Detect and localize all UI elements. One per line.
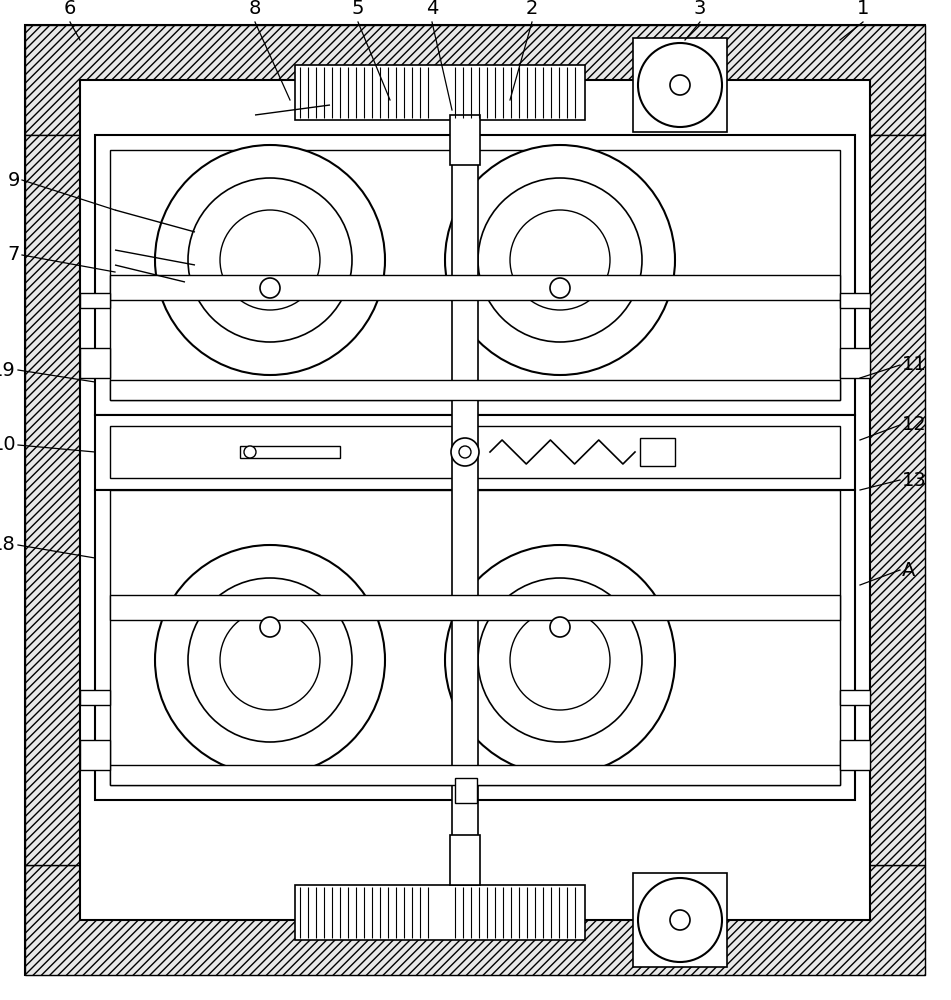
Text: 6: 6 bbox=[64, 0, 76, 18]
Bar bbox=[110, 380, 840, 400]
Text: 12: 12 bbox=[902, 416, 927, 434]
Bar bbox=[455, 778, 477, 803]
Bar bbox=[25, 135, 105, 865]
Circle shape bbox=[510, 610, 610, 710]
Bar bbox=[840, 293, 870, 308]
Circle shape bbox=[478, 578, 642, 742]
Bar bbox=[240, 446, 340, 458]
Bar bbox=[295, 885, 585, 940]
Text: 2: 2 bbox=[526, 0, 538, 18]
Circle shape bbox=[638, 878, 722, 962]
Circle shape bbox=[459, 446, 471, 458]
Bar bbox=[110, 595, 840, 620]
Bar bbox=[80, 348, 110, 378]
Bar bbox=[80, 740, 110, 770]
Circle shape bbox=[510, 210, 610, 310]
Circle shape bbox=[260, 617, 280, 637]
Circle shape bbox=[451, 438, 479, 466]
Text: 3: 3 bbox=[694, 0, 707, 18]
Bar bbox=[80, 690, 110, 705]
Circle shape bbox=[550, 617, 570, 637]
Bar bbox=[95, 135, 855, 415]
Circle shape bbox=[155, 145, 385, 375]
Text: 13: 13 bbox=[902, 471, 927, 489]
Bar bbox=[25, 865, 925, 975]
Bar bbox=[80, 293, 110, 308]
Bar bbox=[633, 873, 727, 967]
Bar bbox=[633, 38, 727, 132]
Bar bbox=[110, 275, 840, 300]
Text: 10: 10 bbox=[0, 436, 16, 454]
Circle shape bbox=[188, 178, 352, 342]
Bar bbox=[840, 690, 870, 705]
Text: 19: 19 bbox=[0, 360, 16, 379]
Circle shape bbox=[220, 610, 320, 710]
Bar bbox=[845, 135, 925, 865]
Circle shape bbox=[638, 43, 722, 127]
Bar bbox=[95, 415, 855, 490]
Bar bbox=[80, 80, 870, 920]
Bar bbox=[95, 490, 855, 800]
Circle shape bbox=[244, 446, 256, 458]
Bar bbox=[25, 25, 925, 135]
Text: 9: 9 bbox=[8, 170, 20, 190]
Bar bbox=[110, 490, 840, 785]
Circle shape bbox=[445, 145, 675, 375]
Text: 1: 1 bbox=[857, 0, 869, 18]
Text: 5: 5 bbox=[352, 0, 364, 18]
Bar bbox=[840, 348, 870, 378]
Circle shape bbox=[445, 545, 675, 775]
Bar bbox=[452, 125, 478, 885]
Bar bbox=[450, 835, 480, 885]
Circle shape bbox=[188, 578, 352, 742]
Circle shape bbox=[670, 910, 690, 930]
Circle shape bbox=[155, 545, 385, 775]
Circle shape bbox=[220, 210, 320, 310]
Text: A: A bbox=[902, 560, 916, 580]
Text: 7: 7 bbox=[8, 245, 20, 264]
Circle shape bbox=[478, 178, 642, 342]
Text: 4: 4 bbox=[426, 0, 438, 18]
Circle shape bbox=[670, 75, 690, 95]
Circle shape bbox=[550, 278, 570, 298]
Text: 8: 8 bbox=[249, 0, 262, 18]
Bar bbox=[110, 765, 840, 785]
Bar bbox=[295, 65, 585, 120]
Text: 11: 11 bbox=[902, 356, 927, 374]
Text: 18: 18 bbox=[0, 536, 16, 554]
Bar bbox=[110, 426, 840, 478]
Bar bbox=[110, 150, 840, 400]
Circle shape bbox=[260, 278, 280, 298]
Bar bbox=[640, 438, 675, 466]
Bar bbox=[450, 115, 480, 165]
Bar bbox=[840, 740, 870, 770]
